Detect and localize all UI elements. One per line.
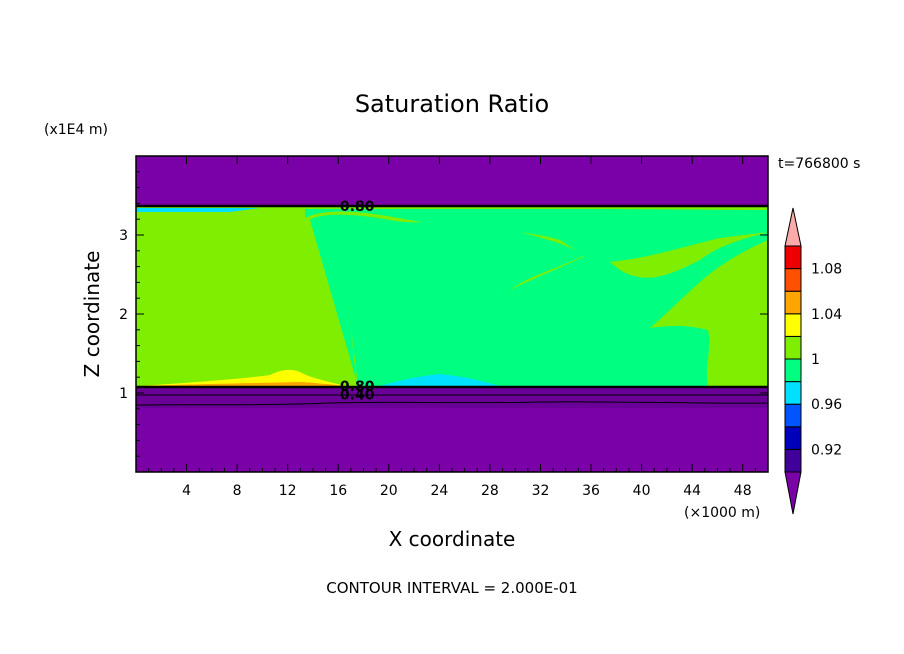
contour-label: 0.80: [340, 199, 375, 215]
colorbar-tick-label: 0.96: [811, 397, 842, 413]
colorbar-tick-label: 1: [811, 352, 820, 368]
x-axis: 4 8 12 16 20 24 28 32 36 40 44 48: [148, 156, 756, 499]
region-subsaturated: [310, 214, 585, 386]
x-tick-label: 12: [279, 483, 297, 499]
x-tick-label: 8: [233, 483, 242, 499]
colorbar: 1.08 1.04 1 0.96 0.92: [784, 207, 842, 515]
x-tick-label: 16: [329, 483, 347, 499]
contour-label: 0.40: [340, 388, 375, 404]
chart-title: Saturation Ratio: [355, 90, 549, 118]
contour-interval-footer: CONTOUR INTERVAL = 2.000E-01: [326, 579, 577, 597]
x-tick-label: 4: [182, 483, 191, 499]
colorbar-swatch: [784, 335, 802, 360]
y-tick-label: 3: [119, 228, 128, 244]
colorbar-max-triangle: [784, 207, 802, 247]
contour-label: 0.80: [340, 379, 375, 395]
colorbar-swatch: [784, 448, 802, 473]
colorbar-swatch: [784, 358, 802, 383]
y-tick-label: 2: [119, 307, 128, 323]
region-lower-layer: [136, 386, 768, 408]
colorbar-tick-label: 1.08: [811, 262, 842, 278]
x-tick-label: 32: [532, 483, 550, 499]
x-unit-label: (×1000 m): [684, 505, 760, 521]
x-tick-label: 48: [734, 483, 752, 499]
colorbar-swatch: [784, 268, 802, 292]
contour-line-lower-c: [136, 401, 768, 406]
region-subsaturated-main: [305, 209, 768, 290]
y-tick-label: 1: [119, 386, 128, 402]
colorbar-swatch: [784, 313, 802, 337]
colorbar-tick-label: 1.04: [811, 307, 842, 323]
x-tick-label: 40: [633, 483, 651, 499]
region-cyan-patch: [380, 374, 500, 386]
colorbar-tick-label: 0.92: [811, 442, 842, 458]
x-tick-label: 24: [430, 483, 448, 499]
y-unit-label: (x1E4 m): [44, 122, 108, 138]
colorbar-swatch: [784, 381, 802, 405]
x-tick-label: 44: [683, 483, 701, 499]
region-yellow-bump: [140, 369, 345, 386]
x-axis-title: X coordinate: [389, 527, 516, 551]
y-axis-title: Z coordinate: [80, 251, 104, 378]
contour-labels: 0.800.800.40: [340, 199, 375, 404]
colorbar-swatch: [784, 245, 802, 270]
x-tick-label: 36: [582, 483, 600, 499]
colorbar-swatch: [784, 426, 802, 450]
x-tick-label: 28: [481, 483, 499, 499]
colorbar-min-triangle: [784, 471, 802, 515]
region-subsaturated-lower: [310, 224, 768, 386]
contour-field: [136, 156, 768, 472]
colorbar-swatch: [784, 290, 802, 315]
x-tick-label: 20: [380, 483, 398, 499]
y-axis: 1 2 3: [119, 171, 768, 457]
region-orange-strip: [140, 382, 345, 386]
time-label: t=766800 s: [778, 156, 860, 172]
colorbar-swatch: [784, 403, 802, 428]
region-cyan-top: [136, 208, 260, 212]
